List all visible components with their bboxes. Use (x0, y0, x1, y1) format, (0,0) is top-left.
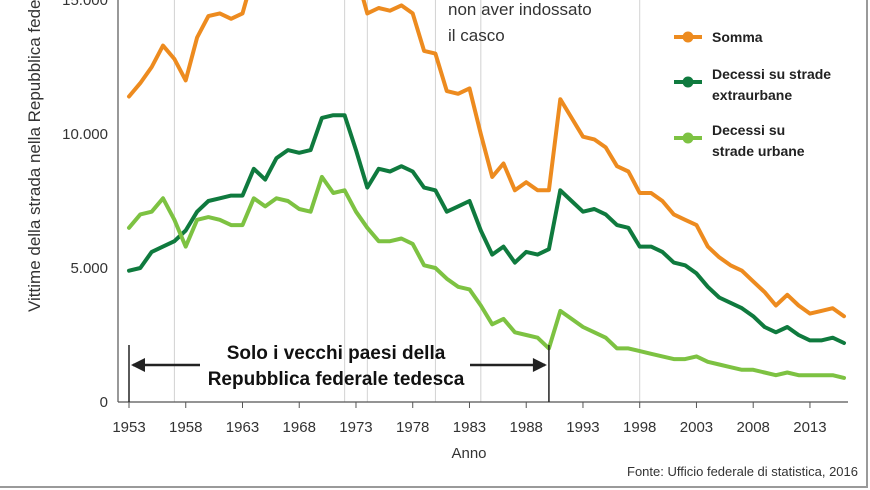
y-tick-label: 0 (100, 394, 108, 411)
x-tick-label: 1993 (566, 419, 599, 436)
arrowhead-left-icon (131, 358, 145, 372)
range-note: Solo i vecchi paesi della Repubblica fede… (128, 343, 550, 402)
x-tick-label: 1958 (169, 419, 202, 436)
x-tick-label: 1983 (453, 419, 486, 436)
helmet-annotation: non aver indossato il casco (448, 0, 592, 45)
annotation-line-2: il casco (448, 26, 505, 45)
x-axis-label: Anno (451, 445, 486, 462)
series-line-2 (127, 113, 846, 345)
legend-marker-2 (682, 76, 694, 88)
y-tick-label: 15.000 (62, 0, 108, 9)
x-tick-label: 1978 (396, 419, 429, 436)
y-tick-label: 5.000 (70, 260, 108, 277)
series-line-3 (127, 174, 846, 380)
x-tick-label: 1988 (510, 419, 543, 436)
x-tick-label: 1973 (339, 419, 372, 436)
x-tick-label: 1998 (623, 419, 656, 436)
event-lines (173, 0, 641, 402)
range-note-line-2: Repubblica federale tedesca (208, 369, 465, 390)
source-note: Fonte: Ufficio federale di statistica, 2… (627, 464, 858, 479)
legend-marker-3 (682, 132, 694, 144)
x-tick-label: 1953 (112, 419, 145, 436)
range-note-line-1: Solo i vecchi paesi della (227, 343, 446, 364)
legend-label-3: Decessi su strade urbane (712, 122, 805, 159)
legend-label-1: Somma (712, 29, 763, 45)
arrowhead-right-icon (532, 358, 547, 372)
x-tick-labels: 1953 1958 1963 1968 1973 1978 1983 1988 1993 1998… (112, 402, 827, 436)
x-tick-label: 2003 (680, 419, 713, 436)
legend-label-2: Decessi su strade extraurbane (712, 66, 831, 103)
legend: Somma Decessi su strade extraurbane Decessi… (664, 16, 854, 168)
y-tick-labels: 0 5.000 10.000 15.000 (62, 0, 108, 411)
x-tick-label: 1963 (226, 419, 259, 436)
y-tick-label: 10.000 (62, 126, 108, 143)
legend-marker-1 (682, 31, 694, 43)
series-lines (127, 0, 846, 380)
series-line-1 (127, 0, 846, 319)
x-tick-label: 2013 (793, 419, 826, 436)
x-tick-label: 2008 (737, 419, 770, 436)
x-tick-label: 1968 (283, 419, 316, 436)
legend-box (664, 16, 854, 168)
annotation-line-1: non aver indossato (448, 0, 592, 19)
y-axis-label: Vittime della strada nella Repubblica fe… (25, 0, 44, 312)
